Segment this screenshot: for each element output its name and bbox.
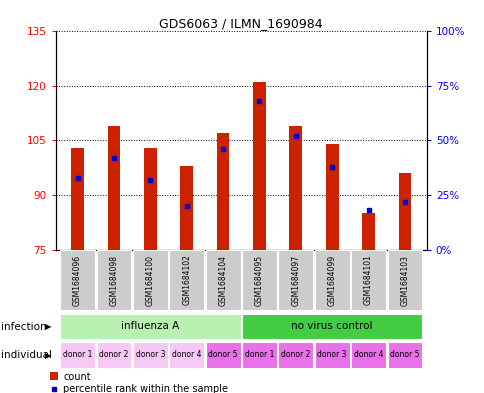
Bar	[325, 144, 338, 250]
Text: count: count	[63, 372, 91, 382]
Text: influenza A: influenza A	[121, 321, 179, 331]
Bar	[242, 342, 276, 367]
Bar	[278, 342, 313, 367]
Text: individual: individual	[1, 350, 52, 360]
Text: donor 2: donor 2	[281, 351, 310, 359]
Bar	[107, 126, 120, 250]
Bar	[387, 342, 422, 367]
Bar	[253, 83, 265, 250]
Text: GSM1684103: GSM1684103	[400, 255, 408, 305]
Bar	[387, 250, 422, 310]
Bar	[278, 250, 313, 310]
Bar	[205, 342, 240, 367]
Text: GSM1684102: GSM1684102	[182, 255, 191, 305]
Text: GSM1684101: GSM1684101	[363, 255, 372, 305]
Bar	[205, 250, 240, 310]
Text: donor 3: donor 3	[317, 351, 346, 359]
Text: GSM1684100: GSM1684100	[146, 255, 154, 305]
Bar	[216, 133, 229, 250]
Text: ▶: ▶	[45, 323, 51, 331]
Bar	[350, 342, 385, 367]
Bar	[242, 250, 276, 310]
Bar	[314, 250, 349, 310]
Bar	[96, 342, 131, 367]
Text: donor 5: donor 5	[208, 351, 237, 359]
Bar	[60, 342, 95, 367]
Bar	[133, 342, 167, 367]
Bar	[60, 250, 95, 310]
Bar	[144, 148, 156, 250]
Text: GSM1684097: GSM1684097	[291, 254, 300, 306]
Bar	[180, 166, 193, 250]
Text: percentile rank within the sample: percentile rank within the sample	[63, 384, 228, 393]
Text: donor 1: donor 1	[244, 351, 273, 359]
Bar	[242, 314, 422, 339]
Text: donor 4: donor 4	[172, 351, 201, 359]
Bar	[169, 342, 204, 367]
Bar	[362, 213, 374, 250]
Bar	[133, 250, 167, 310]
Bar	[314, 342, 349, 367]
Text: GSM1684099: GSM1684099	[327, 254, 336, 306]
Bar	[50, 373, 58, 380]
Text: donor 5: donor 5	[390, 351, 419, 359]
Bar	[71, 148, 84, 250]
Bar	[60, 314, 240, 339]
Text: no virus control: no virus control	[291, 321, 372, 331]
Text: GSM1684095: GSM1684095	[255, 254, 263, 306]
Text: donor 3: donor 3	[136, 351, 165, 359]
Text: ▶: ▶	[45, 351, 51, 360]
Bar	[96, 250, 131, 310]
Title: GDS6063 / ILMN_1690984: GDS6063 / ILMN_1690984	[159, 17, 322, 30]
Bar	[350, 250, 385, 310]
Text: GSM1684096: GSM1684096	[73, 254, 82, 306]
Text: infection: infection	[1, 322, 46, 332]
Text: donor 2: donor 2	[99, 351, 128, 359]
Bar	[398, 173, 410, 250]
Bar	[169, 250, 204, 310]
Text: donor 1: donor 1	[63, 351, 92, 359]
Text: GSM1684098: GSM1684098	[109, 255, 118, 305]
Text: donor 4: donor 4	[353, 351, 382, 359]
Text: GSM1684104: GSM1684104	[218, 255, 227, 305]
Bar	[289, 126, 302, 250]
